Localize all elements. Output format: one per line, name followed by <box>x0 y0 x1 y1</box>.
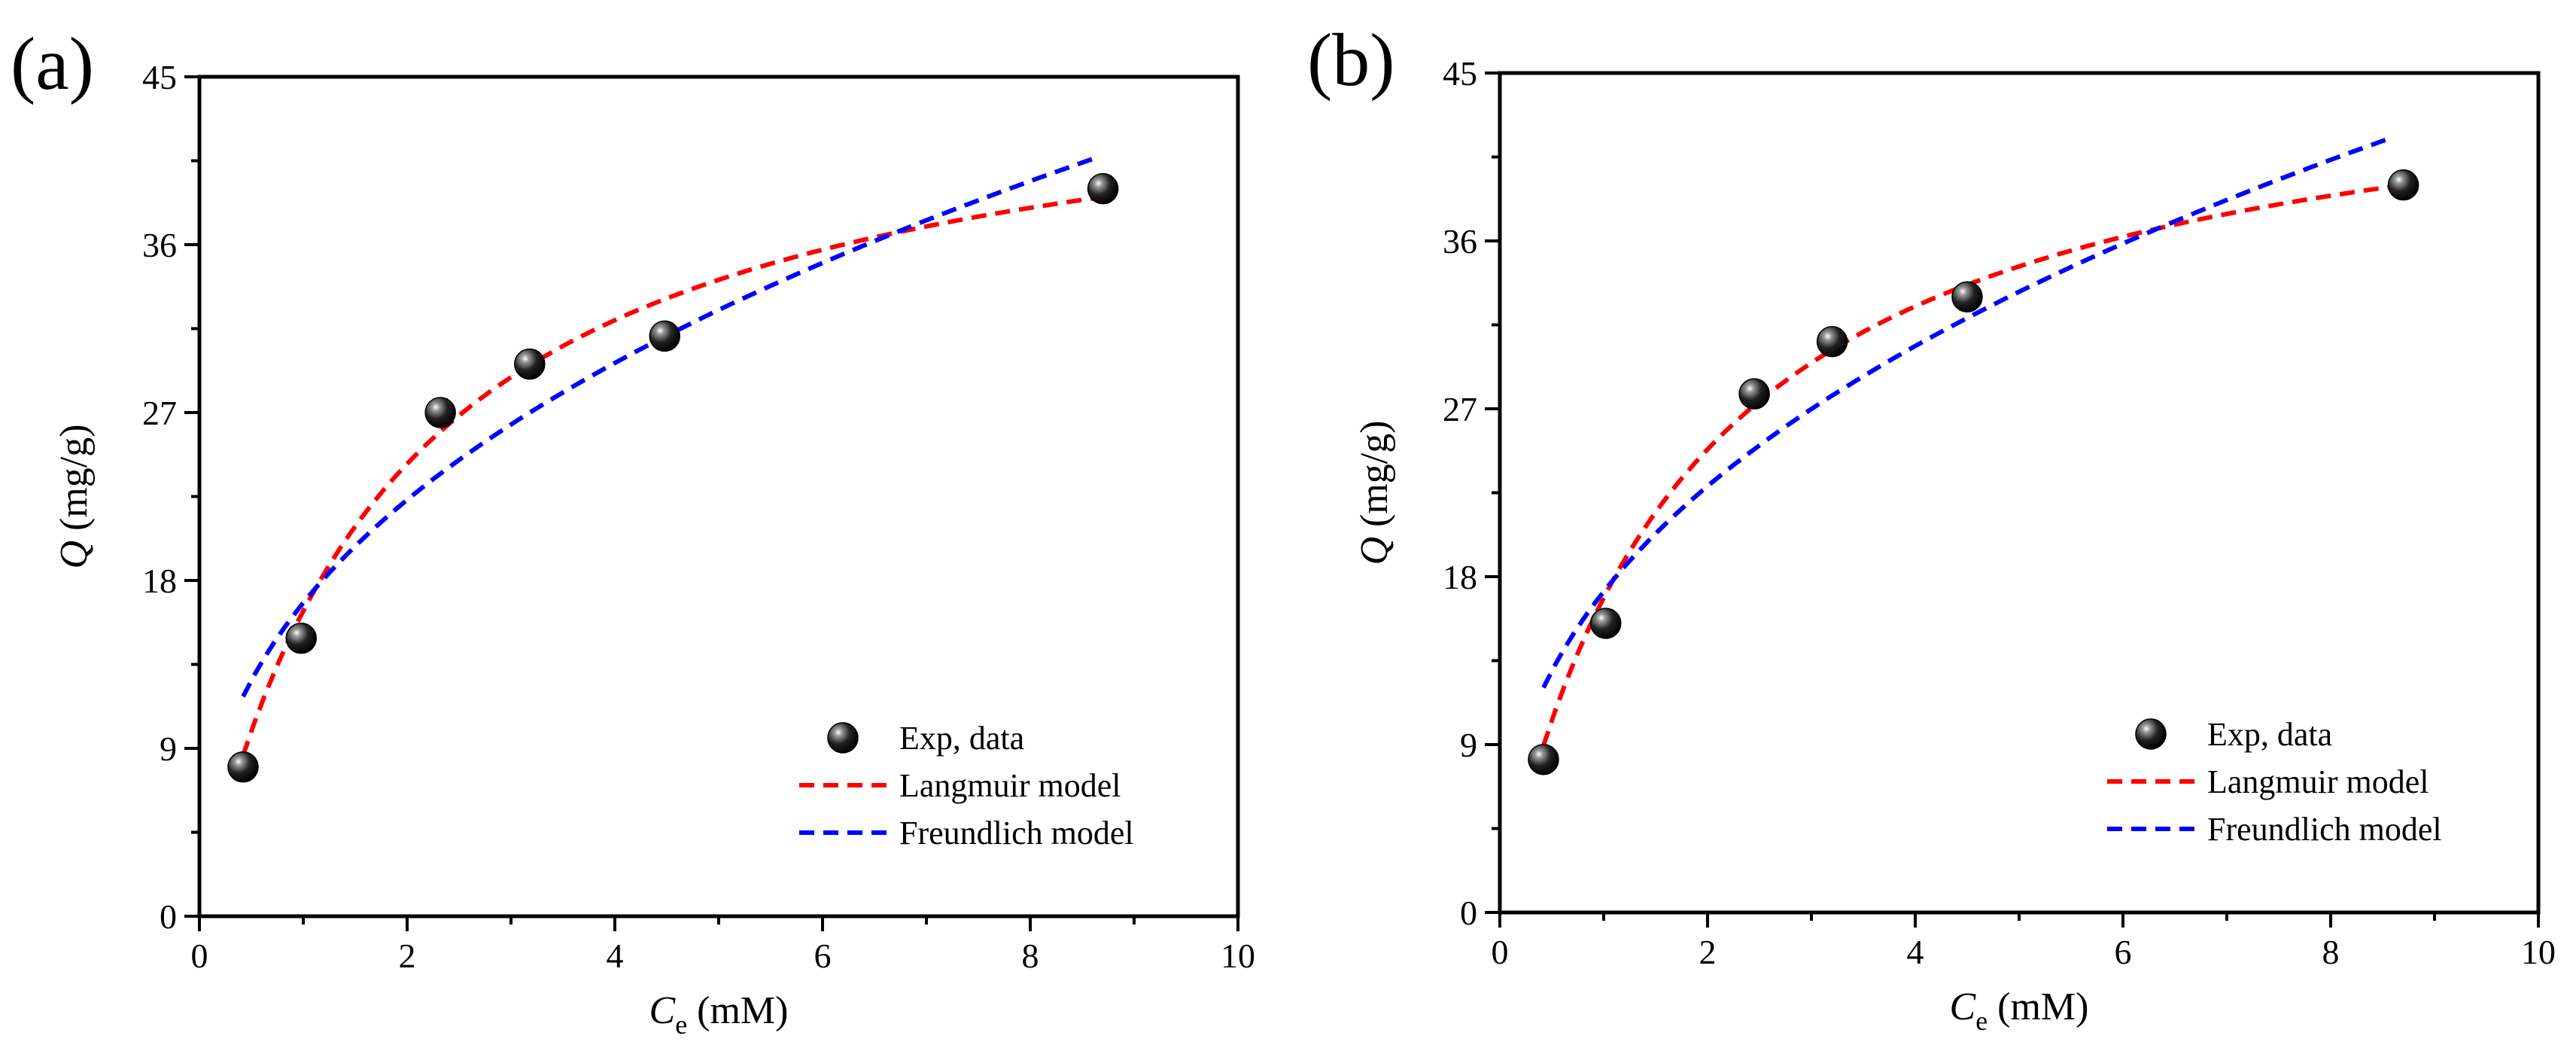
x-tick-label: 0 <box>191 937 208 975</box>
y-tick-label: 45 <box>142 58 177 96</box>
y-tick-label: 18 <box>142 562 177 600</box>
langmuir-curve <box>1541 182 2404 747</box>
freundlich-curve <box>241 157 1093 698</box>
panel-label: (a) <box>11 22 94 105</box>
x-tick-label: 8 <box>2322 933 2340 971</box>
legend-label: Exp, data <box>899 720 1024 757</box>
x-tick-label: 6 <box>2115 933 2132 971</box>
legend: Exp, data Langmuir model Freundlich model <box>2107 716 2442 848</box>
langmuir-curve <box>241 194 1104 757</box>
legend-marker-points <box>827 722 859 754</box>
legend-label: Exp, data <box>2207 716 2332 753</box>
legend-label: Langmuir model <box>2207 763 2429 800</box>
x-axis-title-unit: (mM) <box>687 989 788 1032</box>
data-point <box>285 623 317 654</box>
x-axis-title-unit: (mM) <box>1988 985 2088 1028</box>
x-tick-label: 4 <box>1907 933 1924 971</box>
data-point <box>1087 172 1119 205</box>
y-axis-title: Q (mg/g) <box>1353 420 1396 565</box>
x-tick-label: 2 <box>1699 933 1717 971</box>
data-point <box>2387 169 2419 201</box>
y-tick-label: 0 <box>1460 894 1477 932</box>
y-axis-title-unit: (mg/g) <box>53 424 96 541</box>
x-axis-title: Ce (mM) <box>1950 985 2089 1036</box>
legend-label: Freundlich model <box>2207 811 2442 848</box>
x-tick-label: 4 <box>607 937 624 975</box>
y-tick-label: 9 <box>160 730 177 768</box>
legend-marker-points <box>2135 718 2167 750</box>
x-axis-title-subscript: e <box>675 1010 687 1040</box>
data-point <box>227 751 259 783</box>
x-tick-label: 8 <box>1022 937 1039 975</box>
data-point <box>1816 326 1848 358</box>
legend-label: Langmuir model <box>899 767 1121 804</box>
data-point <box>1738 378 1770 410</box>
x-tick-label: 2 <box>399 937 416 975</box>
x-tick-label: 10 <box>1221 937 1255 975</box>
data-point <box>649 320 680 352</box>
y-axis-title-unit: (mg/g) <box>1353 420 1396 537</box>
x-tick-label: 0 <box>1492 933 1509 971</box>
y-axis-title-symbol: Q <box>1353 537 1396 565</box>
y-tick-label: 27 <box>1443 390 1477 428</box>
data-point <box>514 348 546 380</box>
y-tick-label: 9 <box>1460 726 1477 764</box>
x-axis-title-symbol: C <box>1950 985 1977 1028</box>
legend: Exp, data Langmuir model Freundlich model <box>799 720 1134 851</box>
data-point <box>1590 608 1622 639</box>
freundlich-curve <box>1541 135 2394 689</box>
x-axis-title-symbol: C <box>649 989 677 1032</box>
y-tick-label: 45 <box>1443 54 1477 93</box>
panel-b: (b) 0 2 4 6 8 10 0 9 18 27 36 45 Ce (mM) Q (mg/g) Exp, … <box>1307 18 2556 1036</box>
data-point <box>424 397 456 428</box>
y-axis-title: Q (mg/g) <box>53 424 96 568</box>
y-tick-label: 0 <box>160 897 177 936</box>
panel-a: (a) 0 2 4 6 8 10 0 9 18 27 36 45 Ce (mM) Q (mg/g) Exp, … <box>11 22 1255 1040</box>
data-point <box>1951 281 1983 313</box>
y-tick-label: 36 <box>1443 222 1477 260</box>
x-axis-title-subscript: e <box>1975 1006 1988 1036</box>
data-point <box>1528 744 1559 775</box>
y-tick-label: 27 <box>142 394 177 432</box>
y-axis-title-symbol: Q <box>53 541 96 569</box>
panel-label: (b) <box>1307 18 1395 102</box>
x-axis-title: Ce (mM) <box>649 989 789 1040</box>
y-tick-label: 18 <box>1443 558 1477 596</box>
x-tick-label: 10 <box>2521 933 2556 971</box>
x-tick-label: 6 <box>814 937 832 975</box>
y-tick-label: 36 <box>142 226 177 264</box>
legend-label: Freundlich model <box>899 815 1134 851</box>
